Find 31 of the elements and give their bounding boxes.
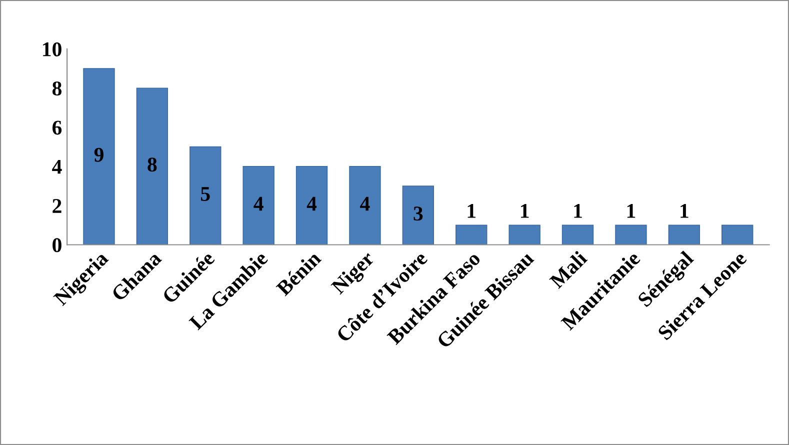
bar bbox=[668, 224, 700, 245]
bar bbox=[349, 166, 381, 245]
data-label: 1 bbox=[627, 204, 636, 218]
bar bbox=[83, 68, 115, 245]
bar bbox=[722, 224, 754, 245]
data-label: 1 bbox=[521, 204, 529, 218]
data-label: 4 bbox=[360, 196, 370, 211]
bar bbox=[242, 166, 274, 245]
data-label: 5 bbox=[201, 187, 210, 202]
y-tick-label: 8 bbox=[52, 81, 62, 96]
y-tick-label: 4 bbox=[52, 160, 62, 174]
y-tick-label: 6 bbox=[52, 120, 62, 135]
bar bbox=[136, 88, 168, 245]
data-label: 1 bbox=[574, 204, 582, 218]
bar bbox=[296, 166, 328, 245]
data-label: 1 bbox=[468, 204, 476, 218]
bar bbox=[190, 146, 222, 245]
data-label: 9 bbox=[94, 148, 104, 162]
bar bbox=[562, 224, 594, 245]
y-tick-label: 2 bbox=[52, 199, 62, 213]
data-label: 8 bbox=[148, 158, 157, 172]
y-tick-label: 0 bbox=[52, 238, 62, 252]
bar bbox=[402, 186, 434, 245]
bar bbox=[456, 224, 488, 245]
data-label: 4 bbox=[254, 196, 264, 211]
data-label: 4 bbox=[306, 196, 317, 211]
data-label: 3 bbox=[414, 206, 423, 221]
y-tick-label: 10 bbox=[43, 42, 62, 56]
bar bbox=[508, 224, 540, 245]
bar bbox=[615, 224, 647, 245]
data-label: 1 bbox=[680, 204, 688, 218]
